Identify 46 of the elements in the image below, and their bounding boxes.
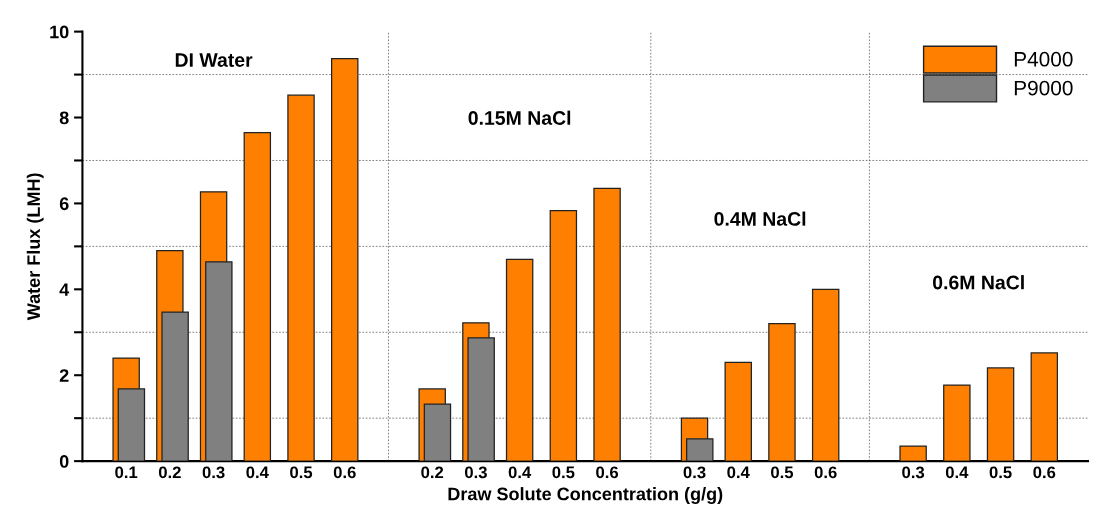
x-tick-label: 0.5 [552, 466, 575, 479]
annotation: 0.6M NaCl [933, 275, 1024, 290]
x-tick-label: 0.4 [727, 466, 750, 479]
x-axis-title: Draw Solute Concentration (g/g) [448, 487, 723, 504]
x-tick-label: 0.5 [771, 466, 794, 479]
x-tick-label: 0.5 [290, 466, 313, 479]
annotation: 0.15M NaCl [468, 110, 571, 125]
x-tick-label: 0.4 [508, 466, 532, 479]
x-tick-label: 0.3 [683, 466, 706, 479]
x-tick-label: 0.3 [464, 466, 487, 479]
x-tick-label: 0.4 [246, 466, 269, 479]
bar [943, 384, 971, 462]
bar [243, 131, 272, 462]
x-tick-label: 0.1 [115, 466, 138, 479]
x-tick-label: 0.2 [158, 466, 181, 479]
bar [1030, 352, 1059, 462]
bar [899, 445, 927, 462]
x-tick-label: 0.6 [814, 466, 837, 479]
annotation: 0.4M NaCl [714, 211, 806, 226]
x-tick-label: 0.2 [421, 466, 444, 479]
y-tick-label: 10 [50, 25, 69, 39]
x-tick-label: 0.6 [596, 466, 619, 479]
x-tick-label: 0.3 [902, 466, 925, 479]
y-tick-label: 4 [59, 283, 70, 296]
x-tick-label: 0.6 [1033, 466, 1056, 479]
legend-label: P4000 [1014, 51, 1073, 67]
bar [287, 94, 315, 462]
bar [549, 210, 578, 462]
annotation: DI Water [175, 53, 253, 67]
bar [331, 58, 359, 462]
bar [811, 288, 840, 462]
y-tick-label: 2 [59, 369, 69, 382]
bar [724, 361, 752, 462]
legend-label: P9000 [1014, 80, 1073, 96]
y-tick-label: 8 [59, 111, 69, 125]
x-tick-label: 0.4 [945, 466, 969, 479]
bar [593, 187, 621, 462]
x-tick-label: 0.6 [333, 466, 356, 479]
bar [505, 258, 534, 462]
y-tick-label: 6 [59, 197, 69, 211]
bar [986, 367, 1015, 462]
x-tick-label: 0.5 [989, 466, 1012, 479]
y-axis-title: Water Flux (LMH) [26, 173, 44, 321]
y-tick-label: 0 [59, 455, 69, 468]
x-tick-label: 0.3 [202, 466, 225, 479]
bar [768, 323, 796, 462]
